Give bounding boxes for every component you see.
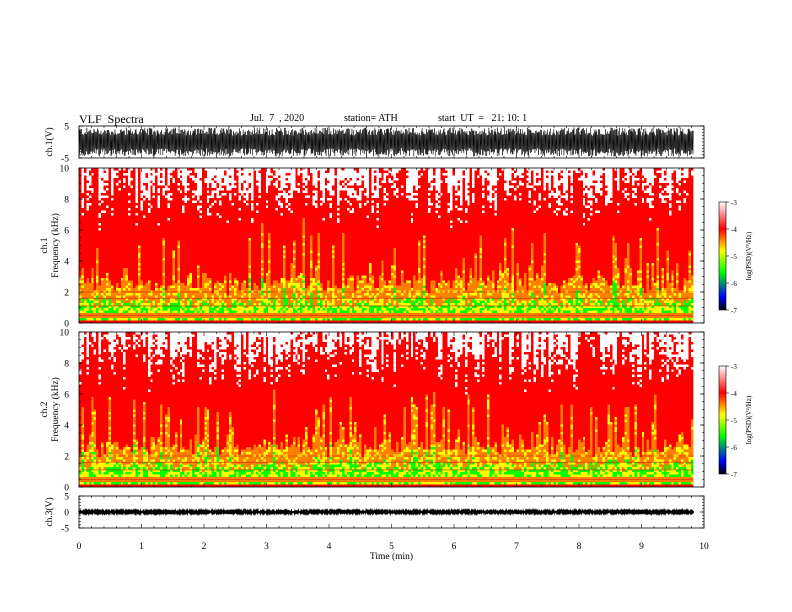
y-tick-label: 8 [64, 360, 69, 370]
x-tick-label: 2 [202, 542, 207, 552]
colorbar-tick-label: -4 [731, 226, 737, 234]
spectrogram-image-1 [79, 168, 694, 323]
x-tick-label: 1 [139, 542, 144, 552]
spectrogram-image-2 [79, 332, 694, 487]
colorbar-tick-label: -3 [731, 363, 737, 371]
x-tick-label: 3 [264, 542, 269, 552]
x-tick-label: 4 [327, 542, 332, 552]
x-tick-label: 6 [452, 542, 457, 552]
ch2-spectrogram-ylabel-1: ch.2 [40, 401, 50, 417]
y-tick-label: 6 [64, 391, 69, 401]
x-axis-label: Time (min) [370, 551, 413, 562]
waveform-trace-3 [78, 507, 695, 517]
colorbar-tick-label: -6 [731, 444, 737, 452]
colorbar-tick-label: -3 [731, 199, 737, 207]
start-time-label: start UT = 21: 10: 1 [438, 113, 528, 124]
y-tick-label: 8 [64, 196, 69, 206]
colorbar-2 [718, 365, 727, 475]
y-tick-label: 0 [64, 484, 69, 494]
ch1-spectrogram-ylabel-1: ch.1 [40, 237, 50, 253]
y-tick-label: 2 [64, 453, 69, 463]
colorbar-label-2: log(PSD)(V²/Hz) [745, 395, 753, 444]
ch1-spectrogram-ylabel-2: Frequency (kHz) [50, 213, 61, 278]
colorbar-tick-label: -7 [731, 471, 737, 479]
y-tick-label: 10 [60, 165, 70, 175]
x-tick-label: 0 [77, 542, 82, 552]
x-tick-label: 7 [514, 542, 519, 552]
y-tick-label: 0 [64, 320, 69, 330]
figure-title: VLF Spectra [79, 112, 144, 126]
y-tick-label: 5 [64, 493, 69, 503]
ch3-ylabel: ch.3(V) [44, 497, 55, 526]
x-tick-label: 10 [699, 542, 709, 552]
spectrogram-layer [79, 168, 694, 487]
colorbar-tick-label: -7 [731, 307, 737, 315]
y-tick-label: -5 [61, 155, 69, 165]
colorbar-tick-label: -5 [731, 253, 737, 261]
colorbar-label-1: log(PSD)(V²/Hz) [745, 231, 753, 280]
y-tick-label: 6 [64, 227, 69, 237]
ch1-ylabel: ch.1(V) [44, 127, 55, 156]
colorbar-tick-label: -6 [731, 280, 737, 288]
colorbar-tick-label: -5 [731, 417, 737, 425]
x-tick-label: 5 [389, 542, 394, 552]
colorbar-1 [718, 201, 727, 311]
date-label: Jul. 7 , 2020 [250, 113, 305, 124]
colorbar-tick-label: -4 [731, 390, 737, 398]
y-tick-label: 10 [60, 329, 70, 339]
y-tick-label: 4 [64, 422, 69, 432]
y-tick-label: 5 [64, 123, 69, 133]
y-tick-label: 4 [64, 258, 69, 268]
waveform-trace-1 [78, 127, 694, 157]
y-tick-label: 0 [64, 509, 69, 519]
x-tick-label: 9 [639, 542, 644, 552]
ch2-spectrogram-ylabel-2: Frequency (kHz) [50, 377, 61, 442]
y-tick-label: 2 [64, 289, 69, 299]
waveform-layer [78, 127, 695, 517]
station-label: station= ATH [344, 113, 398, 124]
x-tick-label: 8 [577, 542, 582, 552]
y-tick-label: -5 [61, 525, 69, 535]
